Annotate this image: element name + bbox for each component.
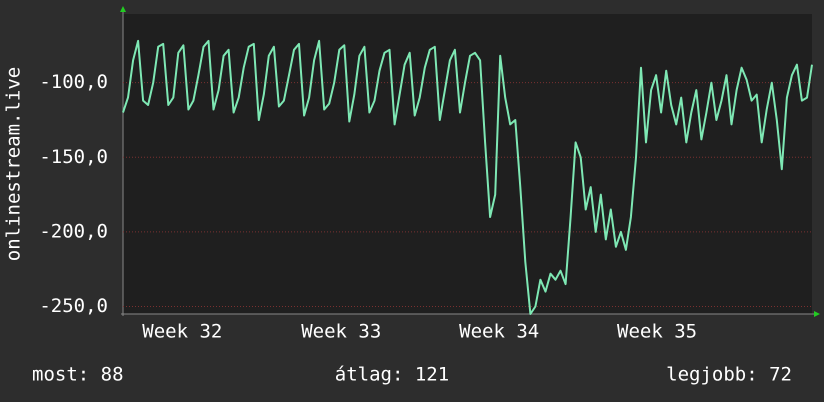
plot-area (123, 14, 812, 314)
y-tick-label: -100,0 (39, 71, 108, 93)
y-tick-label: -200,0 (39, 220, 108, 242)
y-tick-label: -250,0 (39, 295, 108, 317)
footer-average: átlag: 121 (335, 364, 449, 386)
x-axis-arrow (814, 311, 820, 317)
x-tick-label: Week 32 (142, 321, 222, 343)
footer-current: most: 88 (32, 364, 124, 386)
x-tick-label: Week 34 (459, 321, 539, 343)
x-tick-label: Week 33 (301, 321, 381, 343)
y-axis-label: onlinestream.live (3, 67, 25, 261)
footer-best: legjobb: 72 (666, 364, 792, 386)
y-tick-label: -150,0 (39, 146, 108, 168)
series-line (122, 39, 813, 315)
y-axis-arrow (120, 6, 126, 12)
x-tick-label: Week 35 (617, 321, 697, 343)
